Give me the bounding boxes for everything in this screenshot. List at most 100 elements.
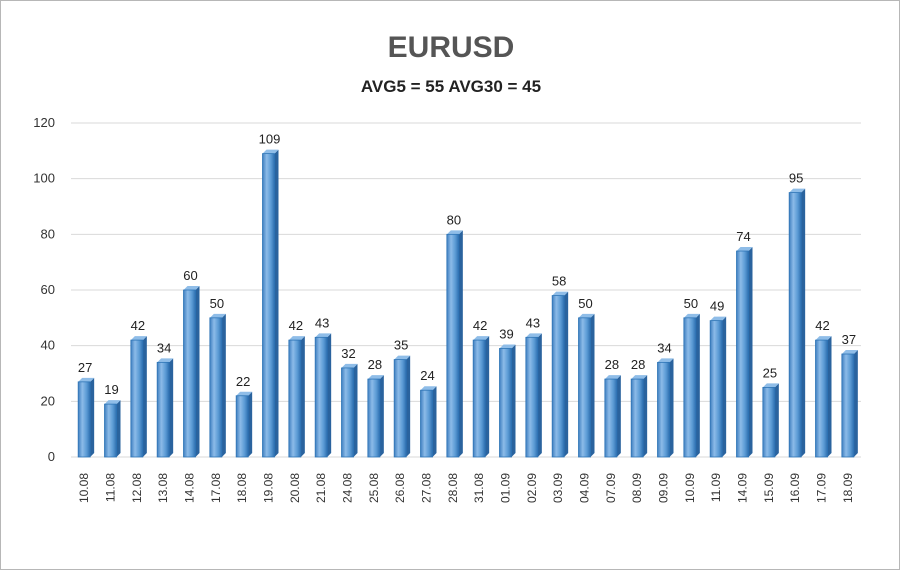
bar-side	[379, 375, 384, 457]
bar-top	[262, 149, 279, 154]
data-label: 58	[552, 274, 566, 289]
bar	[630, 378, 644, 458]
bar-side	[458, 230, 463, 457]
x-tick-label: 10.08	[77, 473, 91, 503]
bar-top	[473, 336, 490, 341]
bar-top	[604, 375, 621, 380]
bar	[314, 336, 328, 458]
bar-top	[736, 247, 753, 252]
x-tick-label: 07.09	[604, 473, 618, 503]
bar-side	[353, 363, 358, 457]
data-label: 49	[710, 299, 724, 314]
bar-top	[683, 313, 700, 318]
bar-side	[801, 188, 806, 458]
bar	[77, 381, 91, 458]
bar	[657, 361, 670, 458]
bar-top	[209, 313, 226, 318]
data-label: 34	[157, 340, 171, 355]
data-label: 109	[259, 132, 281, 147]
bar	[288, 339, 302, 458]
bar	[183, 289, 196, 458]
x-tick-label: 20.08	[288, 473, 302, 503]
bar-top	[815, 336, 832, 341]
x-tick-label: 27.08	[420, 473, 434, 503]
data-label: 50	[684, 296, 698, 311]
y-tick-label: 80	[41, 226, 55, 241]
bar	[209, 317, 223, 458]
bar-top	[236, 391, 253, 396]
bar	[604, 378, 618, 458]
bar-top	[394, 355, 411, 360]
x-tick-label: 26.08	[393, 473, 407, 503]
chart-title: EURUSD	[387, 31, 515, 64]
bar-side	[827, 336, 832, 457]
data-label: 34	[657, 340, 671, 355]
x-tick-label: 14.09	[736, 473, 750, 503]
bar-side	[406, 355, 411, 457]
data-label: 42	[815, 318, 829, 333]
x-tick-label: 19.08	[262, 473, 276, 503]
x-tick-label: 11.09	[709, 473, 723, 502]
bar-side	[722, 316, 727, 457]
bar-top	[130, 336, 147, 341]
bar	[525, 336, 539, 458]
bar	[472, 339, 486, 458]
bar-side	[300, 336, 305, 457]
bar-top	[288, 336, 305, 341]
data-label: 22	[236, 374, 250, 389]
bar	[499, 348, 512, 458]
bar	[446, 233, 460, 458]
bar-side	[485, 336, 490, 457]
x-tick-label: 09.09	[657, 473, 671, 503]
chart-subtitle: AVG5 = 55 AVG30 = 45	[360, 77, 542, 96]
bar-top	[789, 188, 806, 193]
gridlines	[71, 122, 861, 458]
bar-top	[183, 286, 200, 290]
x-tick-label: 10.09	[683, 473, 697, 503]
x-tick-label: 18.08	[235, 473, 249, 503]
bar	[841, 353, 855, 458]
x-tick-label: 28.08	[446, 473, 460, 503]
data-label: 24	[420, 368, 434, 383]
bar-side	[221, 313, 226, 457]
x-tick-label: 01.09	[499, 473, 513, 503]
data-label: 43	[526, 315, 540, 330]
x-tick-label: 24.08	[341, 473, 355, 503]
bar	[235, 395, 249, 458]
bar	[130, 339, 144, 458]
data-label: 42	[131, 318, 145, 333]
bar	[262, 153, 275, 458]
bar	[709, 320, 723, 458]
bar	[551, 295, 565, 458]
bar-side	[643, 375, 648, 457]
y-tick-label: 0	[48, 449, 55, 464]
bar-top	[315, 333, 332, 338]
data-label: 42	[473, 318, 487, 333]
x-tick-label: 31.08	[472, 473, 486, 503]
data-label: 74	[736, 229, 750, 244]
data-label: 80	[447, 212, 461, 227]
bar-side	[616, 375, 621, 457]
bar-side	[90, 377, 95, 457]
bar-side	[853, 350, 858, 457]
x-tick-label: 25.08	[367, 473, 381, 503]
x-tick-label: 16.09	[788, 473, 802, 503]
data-label: 50	[578, 296, 592, 311]
data-label: 42	[289, 318, 303, 333]
y-tick-label: 40	[41, 338, 55, 353]
bar	[736, 250, 749, 458]
data-label: 28	[605, 357, 619, 372]
bar-top	[341, 363, 358, 368]
bar	[104, 403, 117, 458]
bar-side	[748, 247, 753, 457]
labels: 0 20 40 60 80 100 120 27 10.08 19 11.08 42 12.08 34 13…	[33, 115, 856, 503]
y-tick-label: 20	[41, 393, 55, 408]
data-label: 28	[631, 357, 645, 372]
bar-side	[116, 400, 121, 457]
bar-side	[564, 291, 569, 457]
bar	[815, 339, 828, 458]
bar	[683, 317, 697, 458]
x-tick-label: 15.09	[762, 473, 776, 503]
data-label: 60	[183, 268, 197, 283]
